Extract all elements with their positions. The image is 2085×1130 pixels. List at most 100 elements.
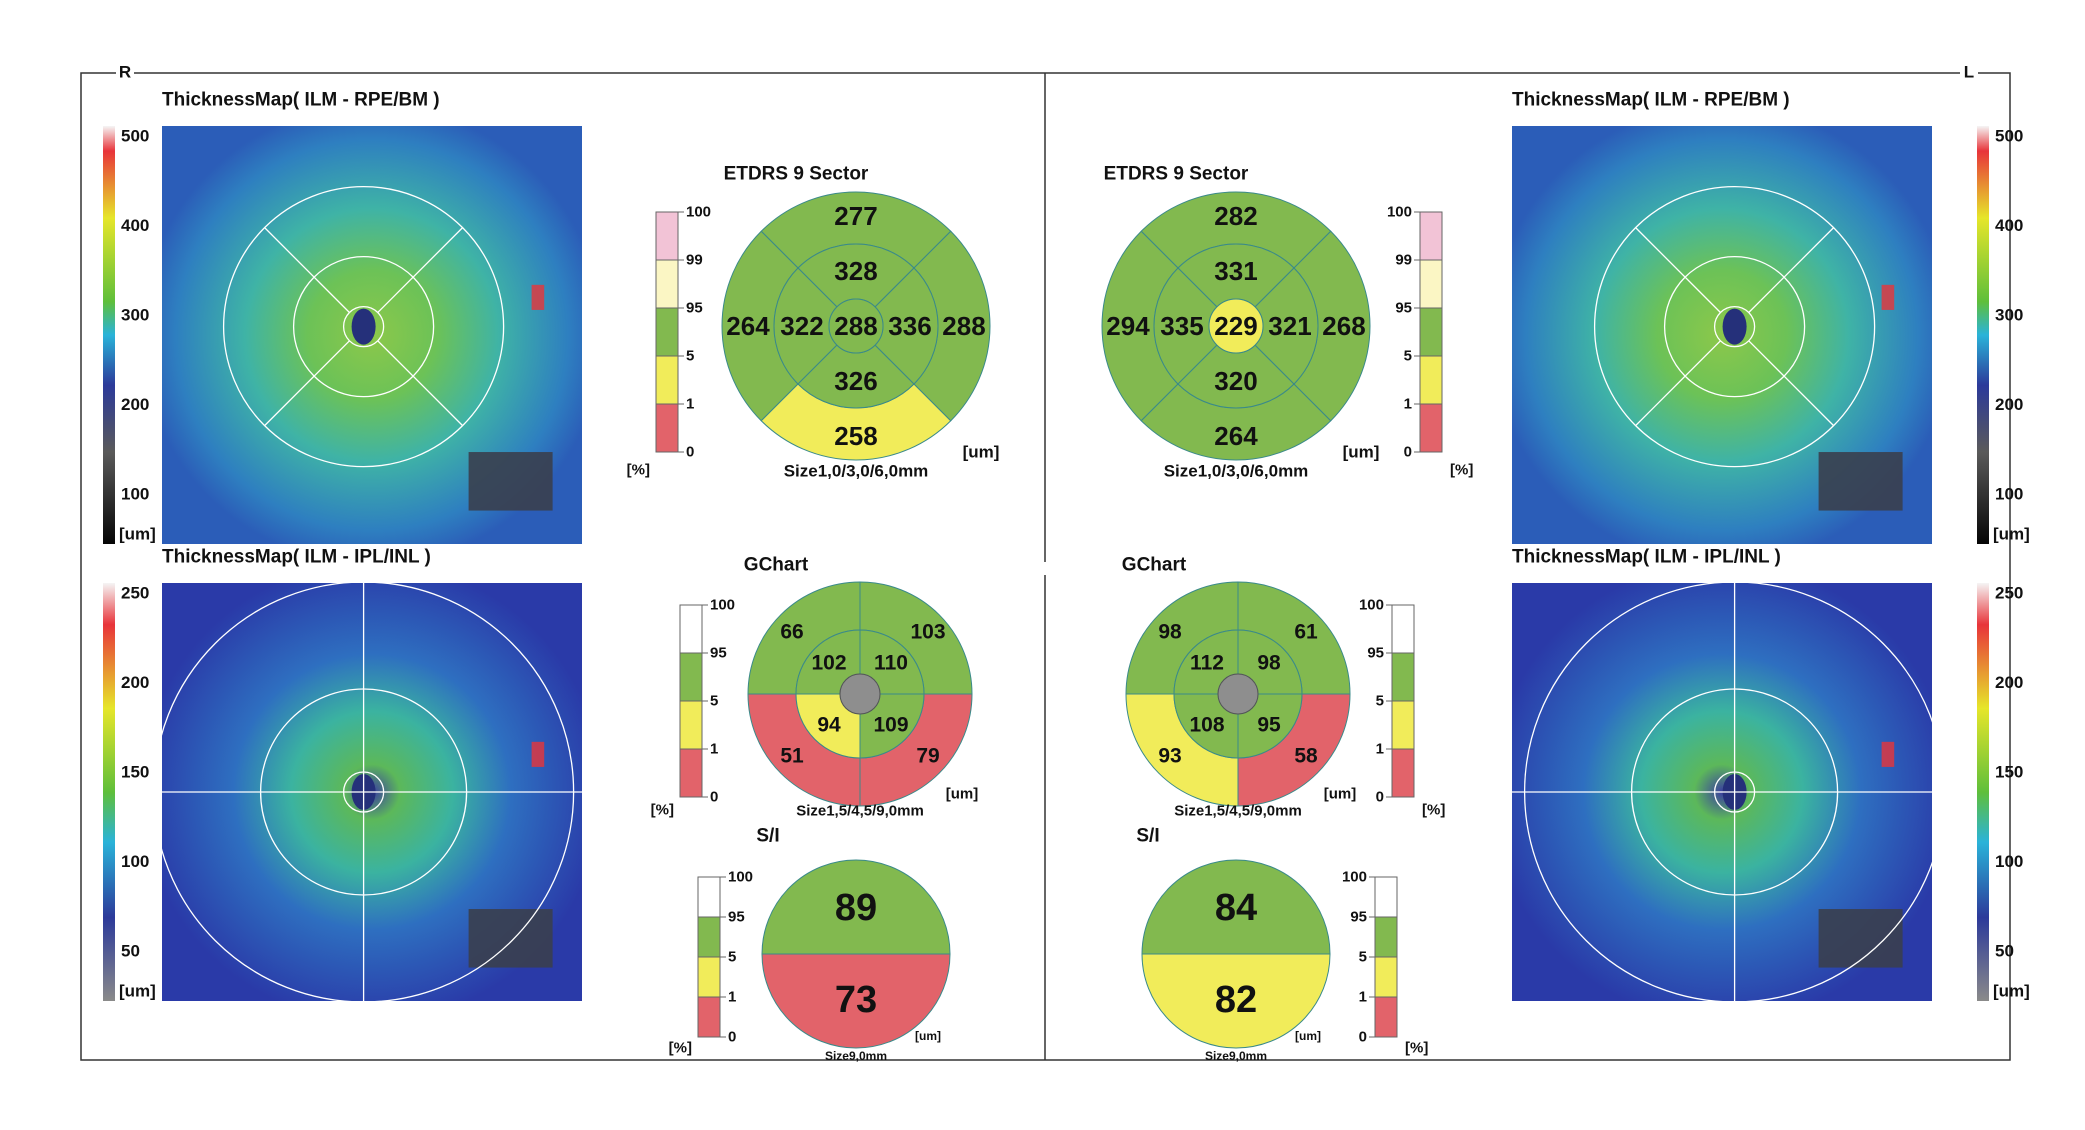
gchart-outer-inf_left-value: 51 [780,745,804,768]
legend-tick-label: 5 [1359,949,1367,966]
gchart-inner-inf_right-value: 95 [1257,714,1281,737]
etdrs-chart: 282 331 294 335 264 320 268 321 229 ETDRS 9 Secto… [1101,164,1380,481]
legend-band [1391,604,1415,654]
etdrs-center-value: 229 [1214,311,1257,341]
si-unit: [um] [1295,1029,1321,1043]
etdrs-outer-nasal-value: 288 [942,311,985,341]
color-scale-tick: 100 [121,852,149,871]
legend-band [1419,211,1443,261]
percentile-legend: 100 99 95 5 1 0 [%] [627,204,711,479]
legend-tick-label: 99 [686,252,703,269]
gchart-outer-inf_right-value: 58 [1294,745,1318,768]
legend-tick-label: 95 [686,300,703,317]
color-scale-tick: 150 [121,763,149,782]
thickness-map-top: ThicknessMap( ILM - RPE/BM ) 500 400 300 200… [1512,90,2030,544]
gchart-inner-sup_right-value: 110 [874,652,908,675]
gchart-inner-sup_left-value: 102 [811,652,846,675]
legend-tick-label: 100 [1359,597,1384,614]
label-bg [116,62,134,82]
grid-ring [222,185,505,468]
legend-tick-label: 1 [728,989,736,1006]
etdrs-center [828,298,884,354]
si-inferior [1141,953,1331,1049]
legend-band [1374,956,1398,998]
legend-band [1419,355,1443,405]
etdrs-outer-nasal-value: 268 [1322,311,1365,341]
legend-tick-label: 0 [1404,444,1412,461]
legend-tick-label: 1 [1376,741,1384,758]
grid-ring [292,255,435,398]
color-scale-bar [103,583,115,1001]
color-scale-tick: 50 [121,942,140,961]
legend-tick-label: 1 [710,741,718,758]
color-scale-unit: [um] [1993,982,2030,1001]
legend-tick-label: 100 [728,869,753,886]
legend-band [1391,748,1415,798]
color-scale-tick: 300 [1995,306,2023,325]
si-superior-value: 84 [1215,887,1257,929]
artifact-patch [1818,909,1903,968]
gchart-outer-sup_left-value: 66 [780,621,803,644]
si-title: S/I [1136,826,1159,847]
artifact-patch [468,909,553,968]
grid-ring [1713,305,1756,348]
gchart-title: GChart [744,555,809,576]
legend-tick-label: 0 [686,444,694,461]
legend-tick-label: 99 [1395,252,1412,269]
legend-unit: [%] [669,1040,692,1057]
si-inferior-value: 73 [835,979,877,1021]
etdrs-outer-temporal-value: 294 [1106,311,1150,341]
grid-ring [342,305,385,348]
legend-band [697,996,721,1038]
color-scale-tick: 400 [1995,216,2023,235]
legend-tick-label: 95 [728,909,745,926]
si-inferior-value: 82 [1215,979,1257,1021]
legend-tick-label: 5 [710,693,718,710]
legend-unit: [%] [1450,462,1473,479]
legend-unit: [%] [1422,802,1445,819]
etdrs-inner-superior-value: 328 [834,256,877,286]
vessel-highlight [531,741,545,767]
legend-tick-label: 95 [1350,909,1367,926]
legend-band [1374,996,1398,1038]
legend-band [679,748,703,798]
color-scale-tick: 150 [1995,763,2023,782]
gchart-inner-inf_right-value: 109 [873,714,908,737]
gchart-outer-inf_left-value: 93 [1158,745,1181,768]
etdrs-outer-inferior-value: 258 [834,421,877,451]
gchart-inner-inf_left-value: 108 [1189,714,1224,737]
legend-tick-label: 95 [1395,300,1412,317]
etdrs-inner-inferior-value: 326 [834,366,877,396]
gchart-center [1217,673,1259,715]
si-chart: 89 73 S/I Size9,0mm [um] [756,826,951,1063]
legend-band [1419,259,1443,309]
etdrs-outer-superior-value: 282 [1214,201,1257,231]
etdrs-unit: [um] [1343,443,1380,462]
grid-spoke [1635,340,1721,427]
etdrs-inner-temporal-value: 335 [1160,311,1203,341]
gchart-unit: [um] [946,786,979,803]
etdrs-center [1208,298,1264,354]
gchart-size-label: Size1,5/4,5/9,0mm [1174,803,1302,820]
legend-band [697,916,721,958]
etdrs-size-label: Size1,0/3,0/6,0mm [784,462,929,481]
legend-tick-label: 100 [1342,869,1367,886]
artifact-patch [1818,452,1903,511]
thickness-map-bottom: ThicknessMap( ILM - IPL/INL ) 250 200 150 10… [103,547,582,1003]
side-label-left: L [1964,63,1974,82]
legend-band [1419,403,1443,453]
legend-band [655,211,679,261]
etdrs-outer-inferior-value: 264 [1214,421,1258,451]
si-superior [1141,859,1331,955]
legend-band [679,652,703,702]
color-scale-tick: 100 [121,485,149,504]
etdrs-unit: [um] [963,443,1000,462]
color-scale-tick: 50 [1995,942,2014,961]
color-scale-tick: 500 [121,127,149,146]
gchart-outer-sup_right-value: 103 [910,621,945,644]
grid-spoke [1748,340,1835,427]
legend-band [679,604,703,654]
gchart-center [839,673,881,715]
legend-tick-label: 1 [686,396,694,413]
gchart-title: GChart [1122,555,1187,576]
